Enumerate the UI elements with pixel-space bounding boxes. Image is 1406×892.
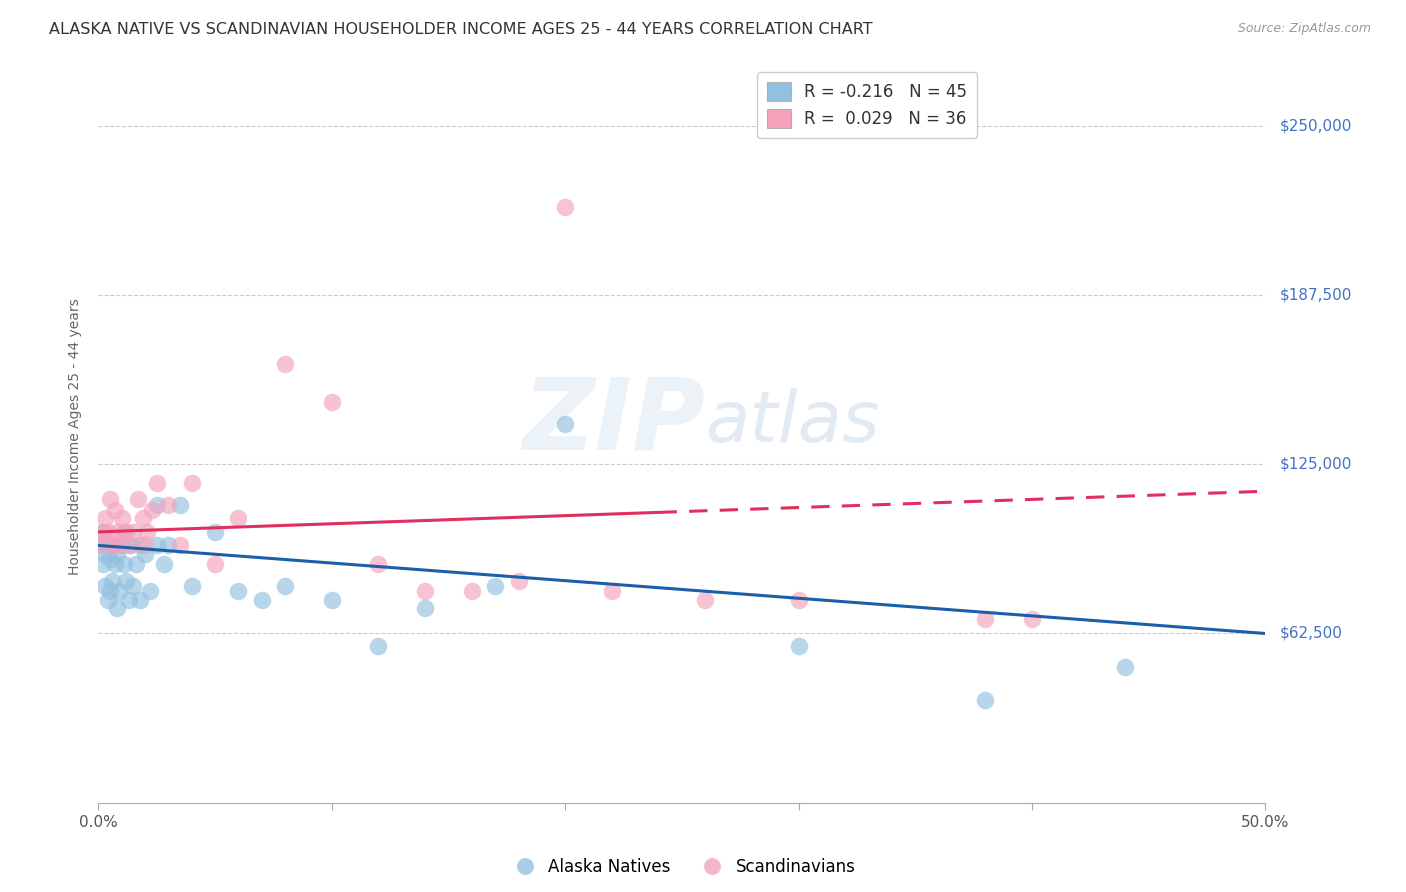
Point (180, 579, 202, 593)
Point (974, 693, 997, 707)
Point (101, 538, 124, 552)
Point (127, 492, 149, 507)
Point (554, 417, 576, 431)
Point (367, 558, 389, 572)
Point (104, 558, 127, 572)
Point (90, 538, 112, 552)
Point (129, 592, 152, 607)
Point (129, 538, 152, 552)
Point (204, 524, 226, 539)
Point (484, 579, 506, 593)
Point (97, 524, 120, 539)
Point (90, 538, 112, 552)
Text: $187,500: $187,500 (1279, 287, 1351, 302)
Point (274, 579, 297, 593)
Point (98, 492, 121, 507)
Point (554, 200, 576, 214)
Point (146, 476, 169, 491)
Point (152, 558, 174, 572)
Point (139, 584, 162, 599)
Point (91, 524, 114, 539)
Point (105, 547, 128, 561)
Text: ZIP: ZIP (522, 374, 706, 471)
Point (413, 600, 436, 615)
Point (122, 579, 145, 593)
Point (108, 538, 131, 552)
Point (120, 538, 142, 552)
Point (787, 592, 810, 607)
Point (125, 558, 148, 572)
Point (367, 639, 389, 653)
Text: $62,500: $62,500 (1279, 626, 1343, 641)
Point (108, 584, 131, 599)
Point (204, 558, 226, 572)
Point (134, 547, 156, 561)
Point (974, 611, 997, 625)
Point (157, 538, 180, 552)
Point (787, 639, 810, 653)
Text: atlas: atlas (706, 388, 880, 457)
Point (111, 511, 134, 525)
Point (250, 592, 273, 607)
Point (1021, 611, 1043, 625)
Point (600, 584, 623, 599)
Point (94, 511, 117, 525)
Point (134, 538, 156, 552)
Point (1114, 660, 1136, 674)
Point (141, 503, 163, 517)
Point (157, 498, 180, 512)
Point (169, 498, 191, 512)
Point (228, 584, 250, 599)
Point (695, 592, 717, 607)
Legend: Alaska Natives, Scandinavians: Alaska Natives, Scandinavians (502, 851, 862, 882)
Y-axis label: Householder Income Ages 25 - 44 years: Householder Income Ages 25 - 44 years (69, 299, 83, 575)
Point (180, 476, 202, 491)
Point (111, 538, 134, 552)
Point (118, 538, 141, 552)
Point (136, 524, 159, 539)
Point (98, 584, 121, 599)
Point (91, 524, 114, 539)
Point (132, 511, 155, 525)
Point (101, 538, 124, 552)
Point (91, 558, 114, 572)
Point (98, 552, 121, 566)
Point (115, 524, 138, 539)
Point (105, 524, 128, 539)
Point (169, 538, 191, 552)
Point (508, 574, 530, 588)
Point (105, 600, 128, 615)
Point (97, 592, 120, 607)
Text: ALASKA NATIVE VS SCANDINAVIAN HOUSEHOLDER INCOME AGES 25 - 44 YEARS CORRELATION : ALASKA NATIVE VS SCANDINAVIAN HOUSEHOLDE… (49, 22, 873, 37)
Point (228, 511, 250, 525)
Point (94, 579, 117, 593)
Point (122, 524, 145, 539)
Text: $250,000: $250,000 (1279, 118, 1351, 133)
Text: Source: ZipAtlas.com: Source: ZipAtlas.com (1237, 22, 1371, 36)
Point (115, 574, 138, 588)
Point (413, 584, 436, 599)
Point (146, 538, 169, 552)
Point (104, 503, 127, 517)
Point (146, 498, 169, 512)
Point (321, 592, 343, 607)
Point (97, 538, 120, 552)
Point (94, 547, 117, 561)
Point (118, 592, 141, 607)
Point (274, 357, 297, 371)
Point (112, 558, 135, 572)
Point (461, 584, 484, 599)
Point (321, 395, 343, 409)
Point (112, 524, 135, 539)
Text: $125,000: $125,000 (1279, 457, 1351, 472)
Point (101, 574, 124, 588)
